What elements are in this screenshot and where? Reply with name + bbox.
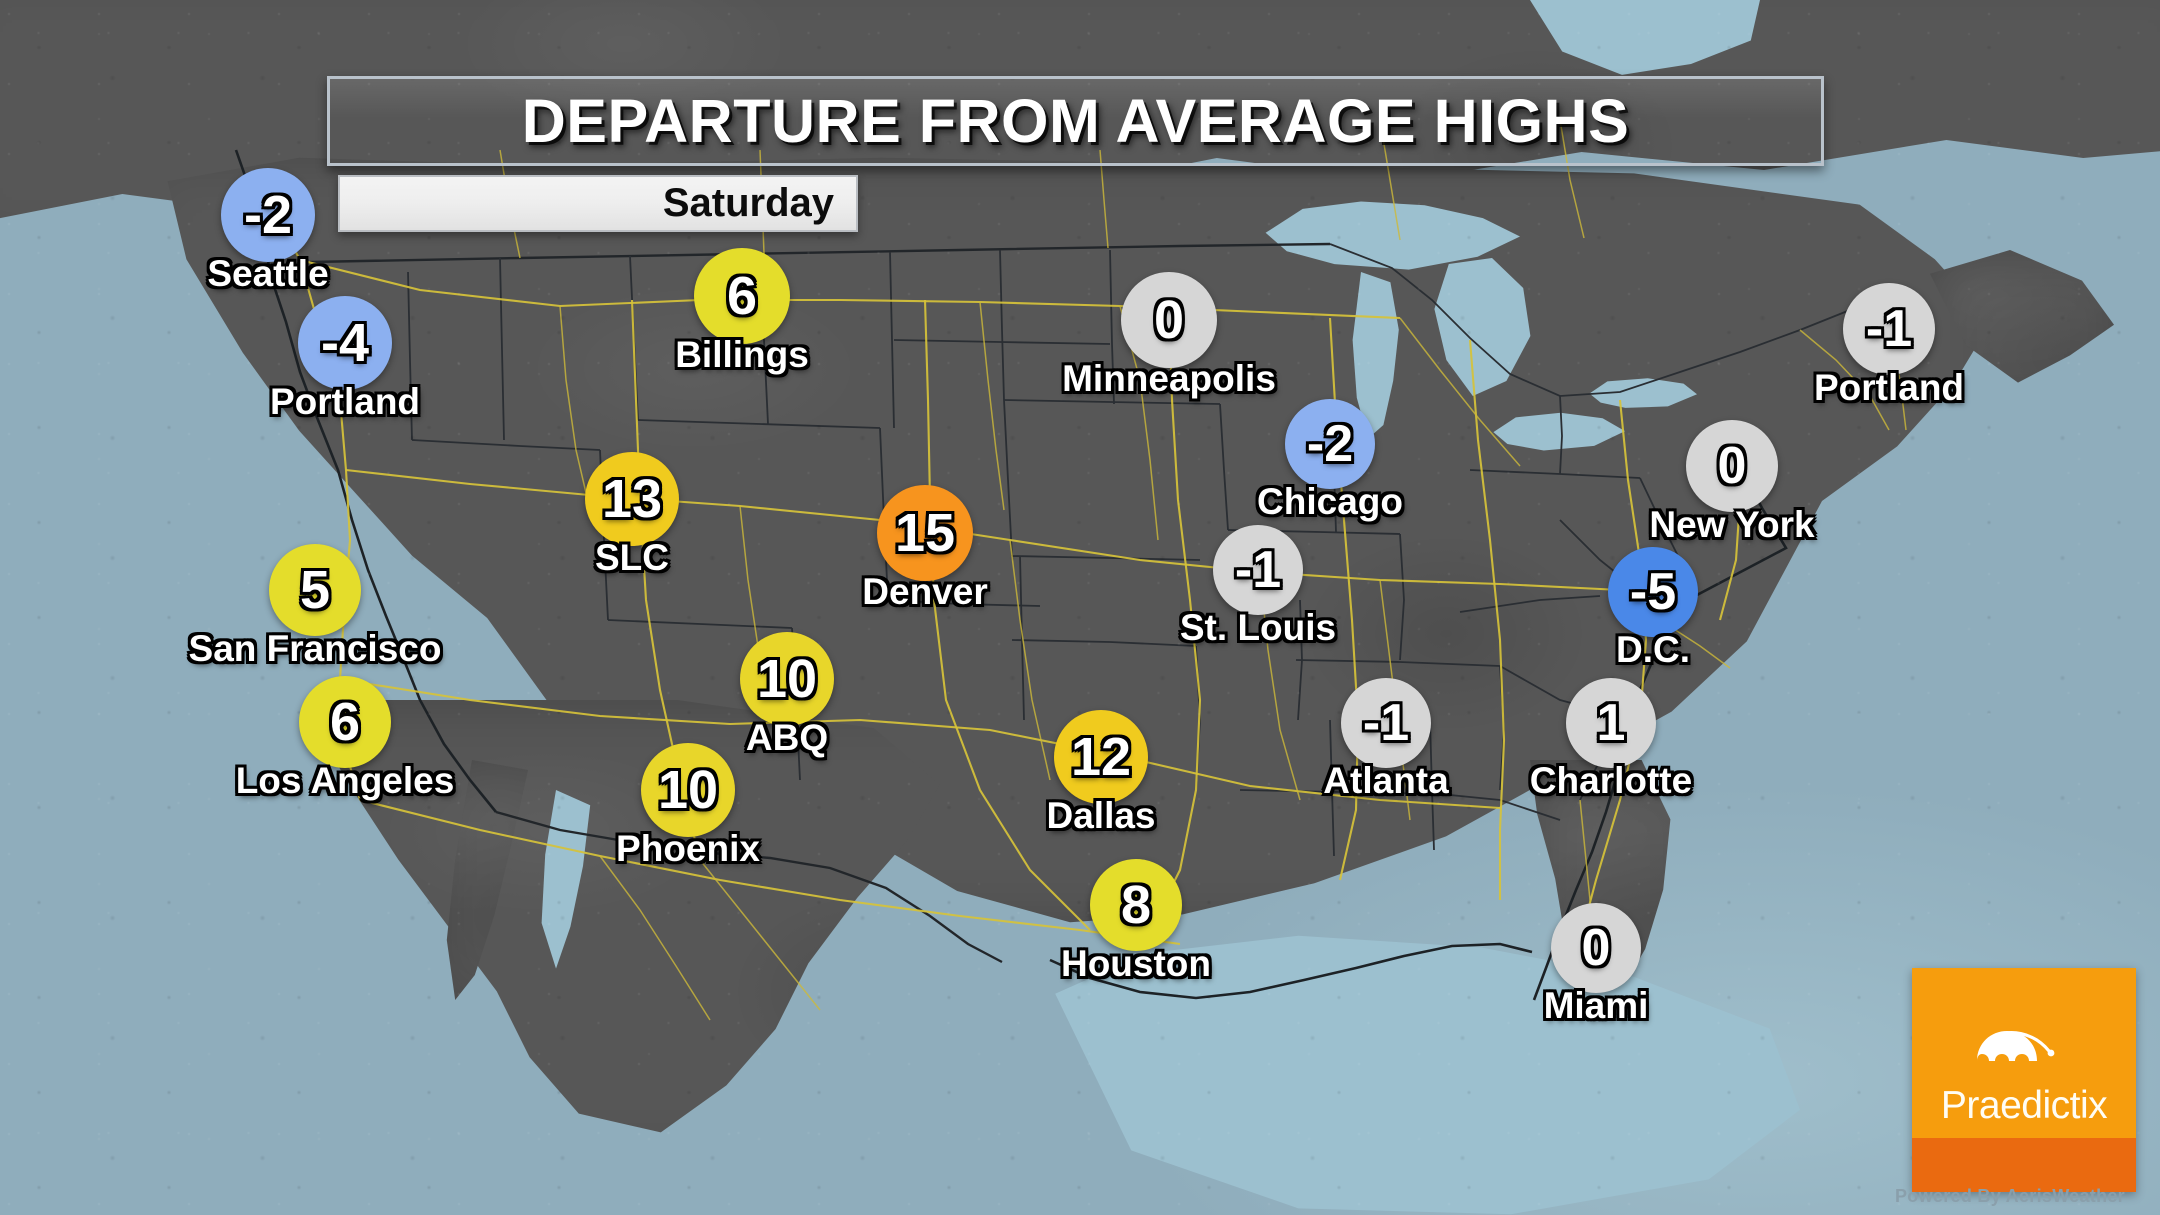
city-name-label: Houston (1060, 943, 1212, 984)
temperature-value: 6 (329, 692, 361, 752)
page-title: DEPARTURE FROM AVERAGE HIGHS (521, 87, 1630, 155)
city-name-label: D.C. (1616, 629, 1690, 670)
title-banner: DEPARTURE FROM AVERAGE HIGHS (327, 76, 1824, 166)
subtitle-bar: Saturday (338, 175, 858, 232)
city-name-label: Minneapolis (1062, 358, 1276, 399)
temperature-value: 10 (756, 649, 818, 709)
temperature-value: -2 (243, 185, 292, 245)
temperature-value: -2 (1306, 415, 1354, 473)
temperature-value: 15 (894, 503, 956, 563)
city-name-label: St. Louis (1179, 607, 1337, 648)
temperature-value: -4 (320, 313, 369, 373)
temperature-value: 6 (726, 266, 758, 326)
temperature-bubble: 8 (1090, 859, 1182, 951)
temperature-value: 0 (1581, 919, 1611, 977)
temperature-value: -1 (1362, 694, 1410, 752)
city-name-label: Chicago (1257, 481, 1403, 522)
powered-by-credit: Powered By AerisWeather (1895, 1186, 2125, 1206)
temperature-value: -1 (1865, 300, 1913, 358)
city-name-label: New York (1649, 504, 1815, 545)
temperature-bubble: 10 (740, 632, 834, 726)
temperature-value: 1 (1596, 694, 1626, 752)
temperature-value: 0 (1153, 290, 1185, 350)
temperature-bubble: -1 (1843, 283, 1935, 375)
temperature-bubble: 1 (1566, 678, 1656, 768)
temperature-bubble: 13 (585, 452, 679, 546)
temperature-value: 10 (657, 760, 719, 820)
temperature-bubble: 6 (694, 248, 790, 344)
city-name-label: Portland (1813, 367, 1965, 408)
temperature-bubble: 10 (641, 743, 735, 837)
city-name-label: Los Angeles (235, 760, 455, 801)
temperature-bubble: 0 (1121, 272, 1217, 368)
temperature-bubble: -5 (1608, 547, 1698, 637)
city-name-label: Dallas (1046, 795, 1156, 836)
umbrella-icon (1977, 1030, 2055, 1061)
temperature-value: 0 (1717, 437, 1747, 495)
temperature-value: 8 (1120, 875, 1152, 935)
temperature-bubble: -1 (1341, 678, 1431, 768)
temperature-bubble: 15 (877, 485, 973, 581)
temperature-bubble: -2 (221, 168, 315, 262)
temperature-bubble: 0 (1686, 420, 1778, 512)
praedictix-logo[interactable]: Praedictix (1912, 968, 2136, 1192)
temperature-value: -1 (1234, 541, 1282, 599)
city-name-label: Atlanta (1323, 760, 1449, 801)
city-name-label: ABQ (745, 717, 829, 758)
temperature-value: -5 (1629, 563, 1677, 621)
day-label: Saturday (662, 181, 834, 225)
city-name-label: Billings (675, 334, 809, 375)
city-name-label: Seattle (207, 253, 329, 294)
temperature-bubble: 0 (1551, 903, 1641, 993)
temperature-value: 12 (1070, 727, 1132, 787)
city-name-label: Miami (1543, 985, 1649, 1026)
logo-wordmark: Praedictix (1940, 1084, 2108, 1128)
city-name-label: Portland (269, 381, 421, 422)
city-name-label: Phoenix (616, 828, 760, 869)
temperature-bubble: 12 (1054, 710, 1148, 804)
temperature-bubble: 6 (299, 676, 391, 768)
temperature-bubble: -2 (1285, 399, 1375, 489)
temperature-value: 13 (601, 469, 663, 529)
city-name-label: SLC (595, 537, 669, 578)
city-name-label: Charlotte (1529, 760, 1693, 801)
temperature-bubble: -4 (298, 296, 392, 390)
city-name-label: San Francisco (188, 628, 442, 669)
temperature-bubble: 5 (269, 544, 361, 636)
temperature-value: 5 (299, 560, 331, 620)
city-name-label: Denver (862, 571, 988, 612)
temperature-bubble: -1 (1213, 525, 1303, 615)
